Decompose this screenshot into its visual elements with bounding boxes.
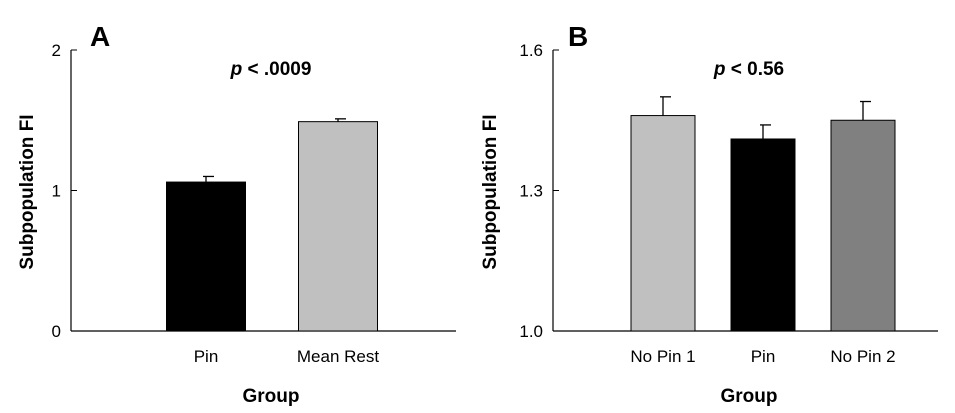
- panel-a-marks: 0 1 2 Pin Mean Rest: [52, 41, 456, 366]
- panel-b-y-axis-title: Subpopulation FI: [480, 114, 501, 269]
- panel-a-x-tick-label: Pin: [194, 347, 219, 366]
- panel-b-bar: [830, 119, 896, 332]
- panel-a-y-tick-label: 0: [52, 322, 61, 341]
- panel-a-bar: [298, 121, 378, 332]
- panel-b-bar: [730, 138, 796, 332]
- panel-a-y-tick-label: 1: [52, 182, 61, 201]
- panel-b: B p < 0.56 Subpopulation FI Group 1.0 1.3…: [480, 21, 938, 407]
- panel-b-bar: [630, 115, 696, 332]
- panel-b-y-tick-label: 1.6: [519, 41, 543, 60]
- panel-b-marks: 1.0 1.3 1.6 No Pin 1 Pin No Pin 2: [519, 41, 938, 366]
- panel-a-y-tick-label: 2: [52, 41, 61, 60]
- panel-a-p-value: p < .0009: [230, 59, 312, 80]
- panel-b-x-tick-label: Pin: [751, 347, 776, 366]
- panel-a: A p < .0009 Subpopulation FI Group 0 1 2 Pi…: [17, 21, 456, 407]
- panel-a-bar: [166, 181, 246, 332]
- panel-b-x-tick-label: No Pin 2: [830, 347, 895, 366]
- panel-b-y-tick-label: 1.3: [519, 182, 543, 201]
- panel-b-p-value: p < 0.56: [713, 59, 784, 80]
- panel-b-label: B: [568, 21, 588, 52]
- panel-b-y-tick-label: 1.0: [519, 322, 543, 341]
- panel-b-x-tick-label: No Pin 1: [630, 347, 695, 366]
- panel-b-x-axis-title: Group: [721, 386, 778, 407]
- panel-a-x-axis-title: Group: [243, 386, 300, 407]
- panel-a-y-axis-title: Subpopulation FI: [17, 114, 38, 269]
- panel-a-label: A: [90, 21, 110, 52]
- panel-a-x-tick-label: Mean Rest: [297, 347, 379, 366]
